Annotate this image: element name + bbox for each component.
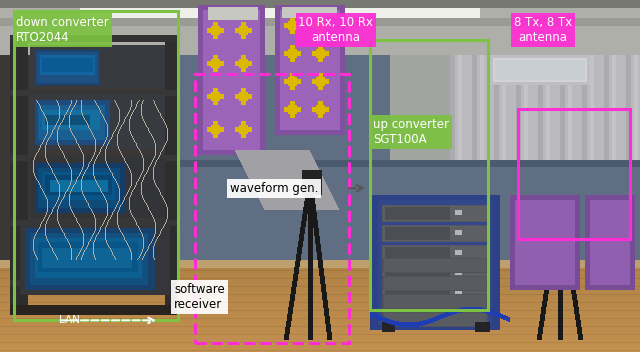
Text: LAN: LAN [59, 315, 79, 325]
Bar [370, 40, 488, 310]
Text: 10 Rx, 10 Rx
antenna: 10 Rx, 10 Rx antenna [298, 16, 374, 44]
Text: waveform gen.: waveform gen. [230, 182, 318, 195]
Text: software
receiver: software receiver [174, 283, 225, 312]
Text: up converter
SGT100A: up converter SGT100A [373, 118, 449, 146]
Bar [14, 11, 178, 320]
Text: down converter
RTO2044: down converter RTO2044 [16, 16, 109, 44]
Text: 8 Tx, 8 Tx
antenna: 8 Tx, 8 Tx antenna [513, 16, 572, 44]
Bar [518, 109, 630, 239]
Bar [195, 74, 349, 343]
